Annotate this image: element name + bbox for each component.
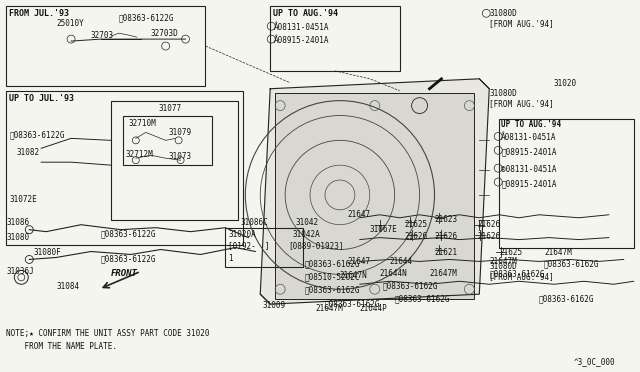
Text: UP TO AUG.'94: UP TO AUG.'94 [273, 9, 338, 18]
Text: 31080D: 31080D [489, 9, 517, 18]
Text: 21626: 21626 [477, 232, 500, 241]
Text: 21647M: 21647M [489, 257, 517, 266]
Text: UP TO JUL.'93: UP TO JUL.'93 [10, 94, 74, 103]
Text: 21644N: 21644N [380, 269, 408, 278]
Bar [111, 101, 238, 220]
Text: FROM JUL.'93: FROM JUL.'93 [10, 9, 69, 18]
Text: 21621: 21621 [435, 247, 458, 257]
Text: Ⓝ08363-6122G: Ⓝ08363-6122G [101, 254, 156, 263]
Text: 25010Y: 25010Y [56, 19, 84, 28]
Text: 21644: 21644 [390, 257, 413, 266]
Text: Ⓜ08915-2401A: Ⓜ08915-2401A [501, 179, 557, 188]
Text: NOTE;★ CONFIRM THE UNIT ASSY PART CODE 31020: NOTE;★ CONFIRM THE UNIT ASSY PART CODE 3… [6, 329, 210, 338]
Text: FROM THE NAME PLATE.: FROM THE NAME PLATE. [6, 342, 117, 351]
Text: 31020A: 31020A [228, 230, 256, 239]
Bar [499, 119, 634, 247]
Text: [0192-  ]: [0192- ] [228, 241, 270, 251]
Text: [0889-01923]: [0889-01923] [288, 241, 344, 251]
Bar [6, 6, 205, 86]
Text: [FROM AUG.'94]: [FROM AUG.'94] [489, 19, 554, 28]
Text: 21625: 21625 [404, 220, 428, 229]
Bar [270, 6, 399, 71]
Text: Ⓝ08363-6162G: Ⓝ08363-6162G [325, 299, 380, 308]
Text: 21647M: 21647M [315, 304, 343, 313]
Text: 32703: 32703 [91, 31, 114, 40]
Text: FRONT: FRONT [111, 269, 138, 278]
Text: 31020: 31020 [554, 79, 577, 88]
Text: 31086C: 31086C [241, 218, 268, 227]
Text: 21647: 21647 [348, 210, 371, 219]
Text: 21626: 21626 [435, 232, 458, 241]
Text: 32712M: 32712M [126, 150, 154, 159]
Text: Ⓝ08510-5202C: Ⓝ08510-5202C [305, 272, 360, 281]
Text: 31072E: 31072E [10, 195, 37, 204]
Text: 31077: 31077 [159, 104, 182, 113]
Text: ^3_0C_000: ^3_0C_000 [574, 357, 616, 366]
Text: Ⓝ08363-6162G: Ⓝ08363-6162G [539, 294, 595, 303]
Text: 32710M: 32710M [129, 119, 157, 128]
Text: 31084: 31084 [56, 282, 79, 291]
Text: 21647: 21647 [348, 257, 371, 266]
Text: Ⓜ08915-2401A: Ⓜ08915-2401A [501, 147, 557, 156]
Text: 31080D: 31080D [489, 262, 517, 272]
Text: 31082: 31082 [17, 148, 40, 157]
Text: 31067E: 31067E [370, 225, 397, 234]
Text: 21623: 21623 [435, 215, 458, 224]
Text: 31080F: 31080F [33, 247, 61, 257]
Text: 21644P: 21644P [360, 304, 388, 313]
Text: Â08131-0451A: Â08131-0451A [274, 23, 330, 32]
Text: Ⓝ08363-6122G: Ⓝ08363-6122G [10, 131, 65, 140]
Text: Ⓝ08363-6162G: Ⓝ08363-6162G [489, 269, 545, 278]
Text: Ⓝ08363-6162G: Ⓝ08363-6162G [383, 281, 438, 290]
Text: 31042: 31042 [295, 218, 318, 227]
Text: 31079: 31079 [169, 128, 192, 137]
Bar [275, 93, 474, 299]
Text: 1: 1 [228, 254, 233, 263]
Text: 31080D: 31080D [489, 89, 517, 98]
Text: 31042A: 31042A [292, 230, 320, 239]
Text: Ⓝ08363-6122G: Ⓝ08363-6122G [119, 13, 174, 22]
Text: ®08131-0451A: ®08131-0451A [501, 165, 557, 174]
Text: 31073: 31073 [169, 152, 192, 161]
Text: Ⓝ08363-6162G: Ⓝ08363-6162G [305, 285, 360, 294]
Text: UP TO AUG.'94: UP TO AUG.'94 [501, 121, 561, 129]
Text: Â08131-0451A: Â08131-0451A [501, 134, 557, 142]
Text: Ⓝ08363-6162G: Ⓝ08363-6162G [544, 259, 600, 269]
Text: 21625: 21625 [499, 247, 522, 257]
Text: Â08915-2401A: Â08915-2401A [274, 36, 330, 45]
Text: 21626: 21626 [477, 220, 500, 229]
Bar [123, 116, 212, 165]
Text: Ⓝ08363-6162G: Ⓝ08363-6162G [395, 294, 450, 303]
Bar [6, 91, 243, 244]
Text: [FROM AUG.'94]: [FROM AUG.'94] [489, 99, 554, 108]
Text: 31036J: 31036J [6, 267, 34, 276]
Text: 21626: 21626 [404, 232, 428, 241]
Polygon shape [260, 79, 489, 304]
Text: 21647M: 21647M [544, 247, 572, 257]
Text: 31009: 31009 [262, 301, 285, 310]
Text: 21647M: 21647M [429, 269, 457, 278]
Text: 31080: 31080 [6, 232, 29, 242]
Text: 21647N: 21647N [340, 271, 367, 280]
Text: 32703D: 32703D [151, 29, 179, 38]
Text: 31086: 31086 [6, 218, 29, 227]
Bar [225, 228, 303, 267]
Text: Ⓝ08363-6122G: Ⓝ08363-6122G [101, 230, 156, 239]
Text: [FROM AUG.'94]: [FROM AUG.'94] [489, 272, 554, 281]
Text: Ⓝ08363-6162G: Ⓝ08363-6162G [305, 259, 360, 269]
